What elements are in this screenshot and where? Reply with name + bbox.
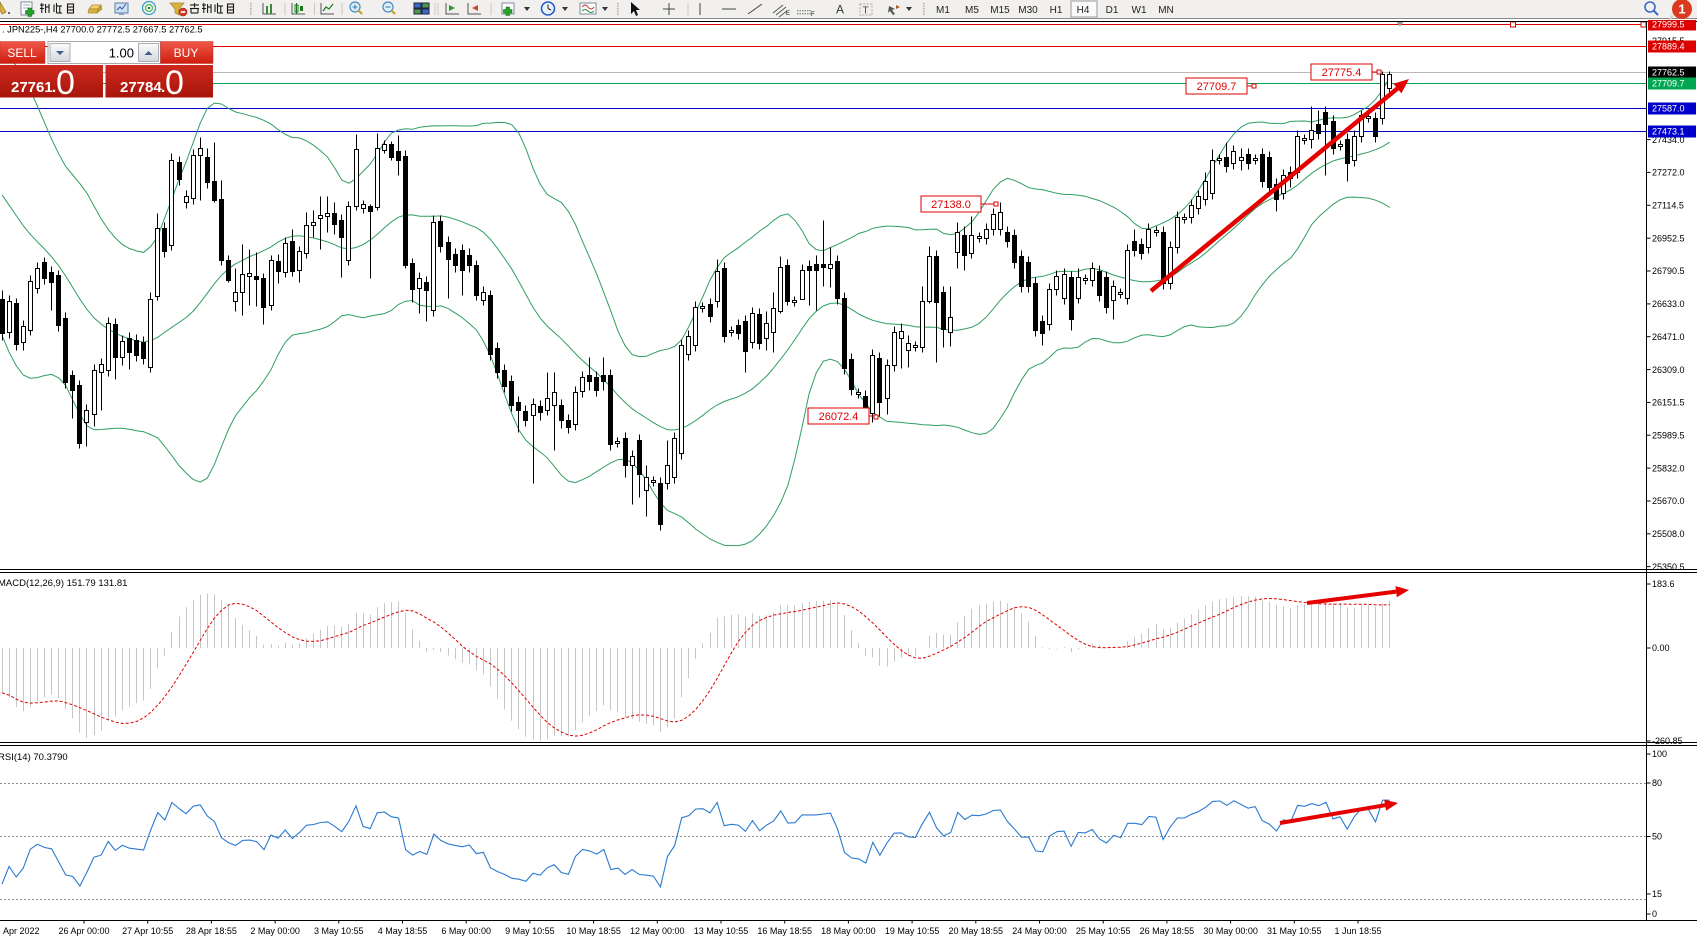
svg-text:100: 100 [1652,749,1667,759]
svg-text:25 May 10:55: 25 May 10:55 [1076,926,1131,936]
svg-text:31 May 10:55: 31 May 10:55 [1267,926,1322,936]
svg-text:25832.0: 25832.0 [1652,463,1685,473]
svg-text:1.00: 1.00 [109,46,134,61]
svg-text:1 Jun 18:55: 1 Jun 18:55 [1334,926,1381,936]
svg-text:2 May 00:00: 2 May 00:00 [250,926,300,936]
svg-text:27709.7: 27709.7 [1197,81,1237,93]
svg-text:20 May 18:55: 20 May 18:55 [949,926,1004,936]
svg-text:MACD(12,26,9) 151.79 131.81: MACD(12,26,9) 151.79 131.81 [0,578,127,589]
svg-text:.: . [161,79,165,96]
svg-text:MN: MN [1158,5,1174,16]
svg-text:3 May 10:55: 3 May 10:55 [314,926,364,936]
svg-text:18 May 00:00: 18 May 00:00 [821,926,876,936]
svg-text:RSI(14) 70.3790: RSI(14) 70.3790 [0,752,68,763]
svg-text:0: 0 [1652,909,1657,919]
svg-text:1: 1 [1678,2,1685,17]
svg-text:12 May 00:00: 12 May 00:00 [630,926,685,936]
svg-text:27138.0: 27138.0 [931,199,971,211]
svg-text:SELL: SELL [7,46,37,60]
svg-text:16 May 18:55: 16 May 18:55 [757,926,812,936]
svg-text:M5: M5 [965,5,979,16]
svg-text:50: 50 [1652,832,1662,842]
svg-text:D1: D1 [1106,5,1119,16]
svg-text:26 May 18:55: 26 May 18:55 [1140,926,1195,936]
svg-text:27999.5: 27999.5 [1652,20,1685,30]
svg-text:6 May 00:00: 6 May 00:00 [441,926,491,936]
svg-text:26952.5: 26952.5 [1652,233,1685,243]
svg-text:25670.0: 25670.0 [1652,496,1685,506]
svg-text:183.6: 183.6 [1652,579,1675,589]
svg-text:T: T [863,6,869,17]
svg-text:26790.5: 26790.5 [1652,266,1685,276]
svg-text:27889.4: 27889.4 [1652,42,1685,52]
svg-text:-260.85: -260.85 [1652,736,1683,746]
svg-text:. JPN225-,H4 27700.0 27772.5: . JPN225-,H4 27700.0 27772.5 27667.5 277… [2,25,203,35]
svg-text:80: 80 [1652,778,1662,788]
svg-text:27 Apr 10:55: 27 Apr 10:55 [122,926,173,936]
svg-text:24 May 00:00: 24 May 00:00 [1012,926,1067,936]
svg-text:H4: H4 [1077,5,1090,16]
svg-text:27709.7: 27709.7 [1652,79,1685,89]
svg-text:26471.0: 26471.0 [1652,332,1685,342]
svg-text:27784: 27784 [120,79,162,96]
svg-text:A: A [836,3,844,17]
svg-text:W1: W1 [1132,5,1147,16]
svg-text:26309.0: 26309.0 [1652,365,1685,375]
svg-text:26072.4: 26072.4 [819,411,859,423]
svg-text:BUY: BUY [174,46,199,60]
svg-text:27587.0: 27587.0 [1652,104,1685,114]
svg-text:M15: M15 [990,5,1010,16]
svg-text:H1: H1 [1050,5,1063,16]
svg-text:0.00: 0.00 [1652,643,1670,653]
svg-text:27473.1: 27473.1 [1652,127,1685,137]
svg-text:27761: 27761 [11,79,53,96]
svg-text:27272.0: 27272.0 [1652,168,1685,178]
svg-text:Apr 2022: Apr 2022 [3,926,40,936]
svg-text:27775.4: 27775.4 [1322,67,1362,79]
svg-text:25350.5: 25350.5 [1652,562,1685,572]
svg-text:E: E [786,11,790,17]
svg-text:26 Apr 00:00: 26 Apr 00:00 [58,926,109,936]
svg-text:15: 15 [1652,889,1662,899]
svg-text:30 May 00:00: 30 May 00:00 [1203,926,1258,936]
svg-text:9 May 10:55: 9 May 10:55 [505,926,555,936]
svg-text:.: . [52,79,56,96]
svg-text:0: 0 [56,64,75,102]
svg-text:27114.5: 27114.5 [1652,201,1684,211]
svg-text:25508.0: 25508.0 [1652,529,1685,539]
svg-text:26633.0: 26633.0 [1652,299,1685,309]
svg-text:0: 0 [165,64,184,102]
svg-text:F: F [811,12,815,18]
svg-text:13 May 10:55: 13 May 10:55 [694,926,749,936]
svg-text:M1: M1 [936,5,950,16]
svg-text:28 Apr 18:55: 28 Apr 18:55 [186,926,237,936]
svg-text:4 May 18:55: 4 May 18:55 [378,926,428,936]
svg-text:27434.0: 27434.0 [1652,135,1685,145]
svg-text:M30: M30 [1018,5,1038,16]
svg-text:26151.5: 26151.5 [1652,398,1685,408]
svg-text:25989.5: 25989.5 [1652,430,1685,440]
svg-text:19 May 10:55: 19 May 10:55 [885,926,940,936]
svg-text:10 May 18:55: 10 May 18:55 [566,926,621,936]
svg-text:27762.5: 27762.5 [1652,68,1685,78]
